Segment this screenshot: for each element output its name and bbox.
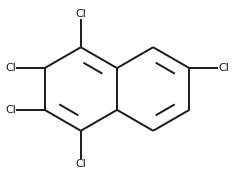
- Text: Cl: Cl: [5, 105, 16, 115]
- Text: Cl: Cl: [5, 63, 16, 73]
- Text: Cl: Cl: [218, 63, 229, 73]
- Text: Cl: Cl: [75, 9, 86, 19]
- Text: Cl: Cl: [75, 159, 86, 169]
